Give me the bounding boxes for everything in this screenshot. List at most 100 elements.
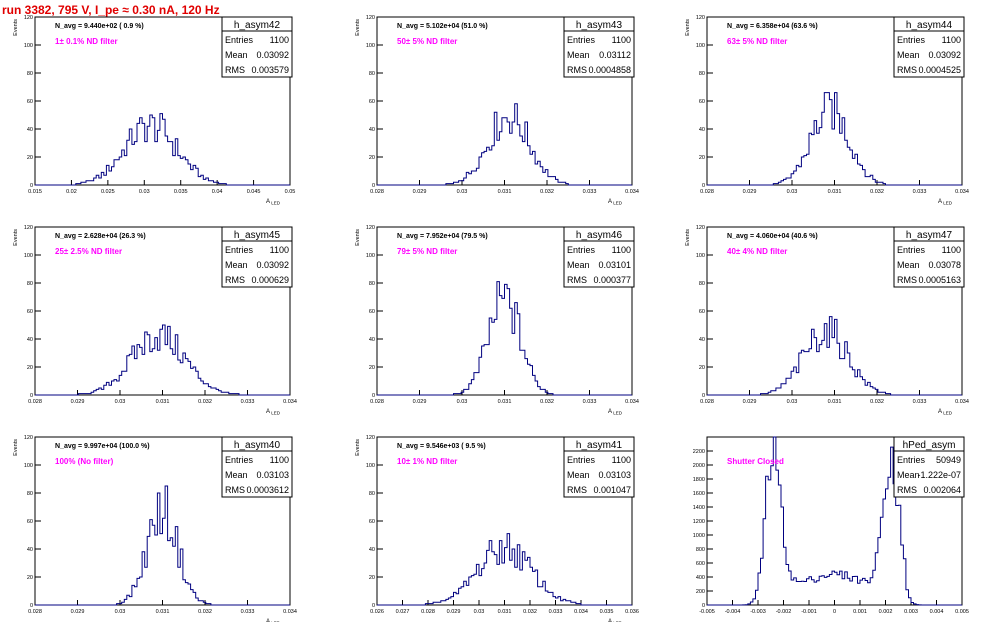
panel-h_asym47: 0 20 40 60 80 100 120 0.028 0.029 0.03 0.031 0.032 0… [685, 225, 969, 416]
y-tick-label: 20 [27, 365, 33, 371]
stat-label: Mean [567, 470, 590, 480]
y-tick-label: 40 [699, 127, 705, 133]
stat-label: Entries [225, 35, 254, 45]
navg-label: N_avg = 9.440e+02 ( 0.9 %) [55, 23, 144, 30]
stats-box [563, 30, 635, 78]
stat-label: Mean [897, 260, 920, 270]
y-tick-label: 20 [369, 365, 375, 371]
y-axis-label: Events [355, 229, 361, 246]
x-tick-label: -0.002 [776, 609, 792, 615]
y-tick-label: 80 [369, 281, 375, 287]
stat-label: RMS [567, 275, 587, 285]
x-tick-label: 0.029 [743, 399, 757, 405]
x-tick-label: 0.026 [370, 609, 384, 615]
stat-label: Entries [897, 245, 926, 255]
y-tick-label: 40 [369, 337, 375, 343]
x-tick-label: 0.05 [285, 189, 296, 195]
stat-label: Mean [567, 50, 590, 60]
x-tick-label: -0.005 [699, 609, 715, 615]
y-tick-label: 2200 [693, 449, 705, 455]
x-tick-label: 0.032 [198, 399, 212, 405]
stat-label: Mean [897, 50, 920, 60]
y-tick-label: 40 [699, 337, 705, 343]
stat-value: 0.0004525 [918, 65, 961, 75]
x-tick-label: 0.032 [870, 399, 884, 405]
histogram-name: h_asym43 [576, 20, 623, 31]
stat-label: RMS [897, 485, 917, 495]
histogram-line [35, 113, 290, 186]
y-tick-label: 0 [372, 603, 375, 609]
x-tick-label: 0.033 [241, 609, 255, 615]
y-tick-label: 0 [702, 603, 705, 609]
x-tick-label: 0.03 [787, 189, 798, 195]
panel-h_asym44: 0 20 40 60 80 100 120 0.028 0.029 0.03 0.031 0.032 0… [685, 15, 969, 206]
histogram-name: h_asym42 [234, 20, 281, 31]
x-tick-label: 0.035 [600, 609, 614, 615]
stat-label: RMS [567, 65, 587, 75]
y-axis-label: Events [685, 19, 691, 36]
x-tick-label: 0.033 [913, 399, 927, 405]
x-tick-label: 0.003 [904, 609, 918, 615]
y-tick-label: 40 [27, 547, 33, 553]
x-tick-label: 0.028 [28, 399, 42, 405]
histogram-line [377, 281, 632, 396]
stat-value: 1100 [270, 245, 289, 255]
y-tick-label: 20 [699, 155, 705, 161]
x-tick-label: 0.034 [283, 399, 297, 405]
stat-label: Mean [567, 260, 590, 270]
x-tick-label: 0.005 [955, 609, 969, 615]
stat-value: 0.002064 [923, 485, 961, 495]
y-tick-label: 80 [699, 281, 705, 287]
y-tick-label: 80 [369, 71, 375, 77]
stat-label: Entries [897, 455, 926, 465]
panel-h_asym40: 0 20 40 60 80 100 120 0.028 0.029 0.03 0.031 0.032 0… [13, 435, 297, 622]
stat-value: 0.03103 [598, 470, 631, 480]
y-tick-label: 60 [27, 309, 33, 315]
x-tick-label: 0.03 [115, 399, 126, 405]
stat-value: 1100 [612, 245, 631, 255]
y-tick-label: 100 [366, 43, 375, 49]
stat-value: 0.03092 [256, 50, 289, 60]
y-tick-label: 20 [27, 155, 33, 161]
filter-label: 25± 2.5% ND filter [55, 247, 122, 256]
panel-h_asym41: 0 20 40 60 80 100 120 0.026 0.027 0.028 0.029 0.03 0… [355, 435, 639, 622]
x-axis-label: A LED [938, 199, 953, 206]
x-tick-label: 0.03 [787, 399, 798, 405]
y-tick-label: 40 [369, 127, 375, 133]
x-tick-label: 0.031 [498, 189, 512, 195]
x-tick-label: 0.029 [447, 609, 461, 615]
stats-box [563, 450, 635, 498]
stat-label: Mean [225, 50, 248, 60]
y-tick-label: 20 [369, 575, 375, 581]
y-tick-label: 120 [366, 225, 375, 231]
y-axis-label: Events [355, 19, 361, 36]
x-tick-label: 0.031 [498, 399, 512, 405]
y-tick-label: 60 [369, 309, 375, 315]
x-tick-label: 0.033 [241, 399, 255, 405]
y-tick-label: 120 [24, 225, 33, 231]
panel-h_asym43: 0 20 40 60 80 100 120 0.028 0.029 0.03 0.031 0.032 0… [355, 15, 639, 206]
filter-label: 100% (No filter) [55, 457, 114, 466]
y-tick-label: 800 [696, 547, 705, 553]
y-axis-label: Events [13, 229, 19, 246]
x-tick-label: 0.032 [540, 189, 554, 195]
stat-value: 50949 [936, 455, 961, 465]
x-tick-label: 0.031 [828, 399, 842, 405]
y-tick-label: 1200 [693, 519, 705, 525]
stat-value: 0.0003612 [246, 485, 289, 495]
stat-label: Entries [567, 455, 596, 465]
y-tick-label: 80 [369, 491, 375, 497]
filter-label: 79± 5% ND filter [397, 247, 457, 256]
x-tick-label: 0.034 [955, 189, 969, 195]
y-tick-label: 80 [699, 71, 705, 77]
y-tick-label: 0 [372, 393, 375, 399]
stat-label: Mean [225, 260, 248, 270]
y-tick-label: 80 [27, 491, 33, 497]
x-tick-label: 0.032 [523, 609, 537, 615]
y-tick-label: 200 [696, 589, 705, 595]
x-tick-label: -0.004 [725, 609, 741, 615]
x-tick-label: 0.03 [457, 189, 468, 195]
stat-value: 1100 [942, 35, 961, 45]
stat-label: Entries [225, 245, 254, 255]
x-tick-label: 0.034 [625, 189, 639, 195]
